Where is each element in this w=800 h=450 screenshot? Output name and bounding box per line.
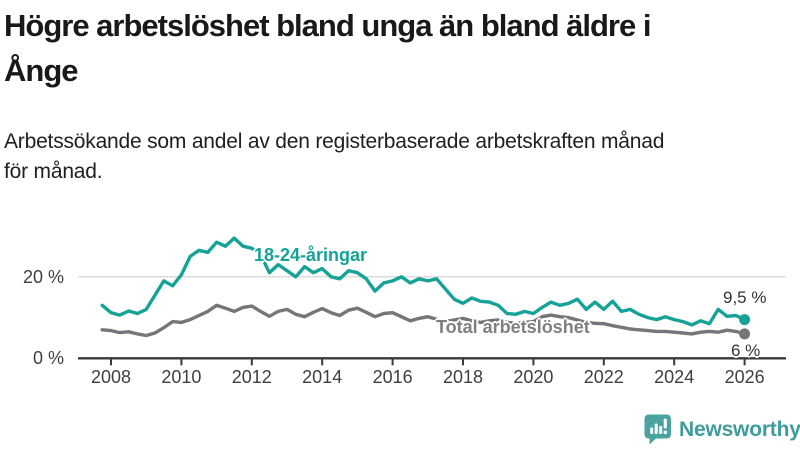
- line-series-young: [100, 236, 747, 327]
- page-title: Högre arbetslöshet bland unga än bland ä…: [4, 3, 796, 93]
- newsworthy-logo: Newsworthy: [644, 413, 800, 446]
- x-tick-label: 2020: [513, 367, 554, 387]
- x-tick-label: 2010: [161, 367, 202, 387]
- newsworthy-wordmark: Newsworthy: [679, 417, 800, 441]
- subtitle-line-1: Arbetssökande som andel av den registerb…: [4, 130, 665, 153]
- x-tick-label: 2018: [442, 367, 484, 387]
- x-tick-label: 2016: [372, 367, 413, 387]
- end-dot-total: [739, 328, 751, 340]
- line-series-total: [100, 303, 747, 338]
- title-line-2: Ånge: [4, 53, 79, 88]
- x-tick-label: 2024: [654, 367, 695, 387]
- y-tick-label: 20 %: [22, 266, 64, 287]
- x-tick-label: 2008: [90, 367, 132, 387]
- bar-chart-speech-bubble-icon: [644, 414, 671, 445]
- end-value-total: 6 %: [731, 341, 761, 360]
- y-tick-label: 0 %: [32, 348, 64, 369]
- title-line-1: Högre arbetslöshet bland unga än bland ä…: [4, 8, 651, 43]
- x-tick-label: 2026: [724, 367, 765, 387]
- x-tick-label: 2014: [302, 367, 343, 387]
- series-label-total: Total arbetslöshet: [436, 317, 590, 337]
- page-subtitle: Arbetssökande som andel av den registerb…: [4, 127, 784, 187]
- end-value-young: 9,5 %: [723, 288, 767, 307]
- subtitle-line-2: för månad.: [4, 160, 103, 183]
- end-dot-young: [739, 314, 751, 326]
- x-tick-label: 2022: [583, 367, 624, 387]
- series-label-young: 18-24-åringar: [254, 245, 368, 265]
- x-tick-label: 2012: [231, 367, 272, 387]
